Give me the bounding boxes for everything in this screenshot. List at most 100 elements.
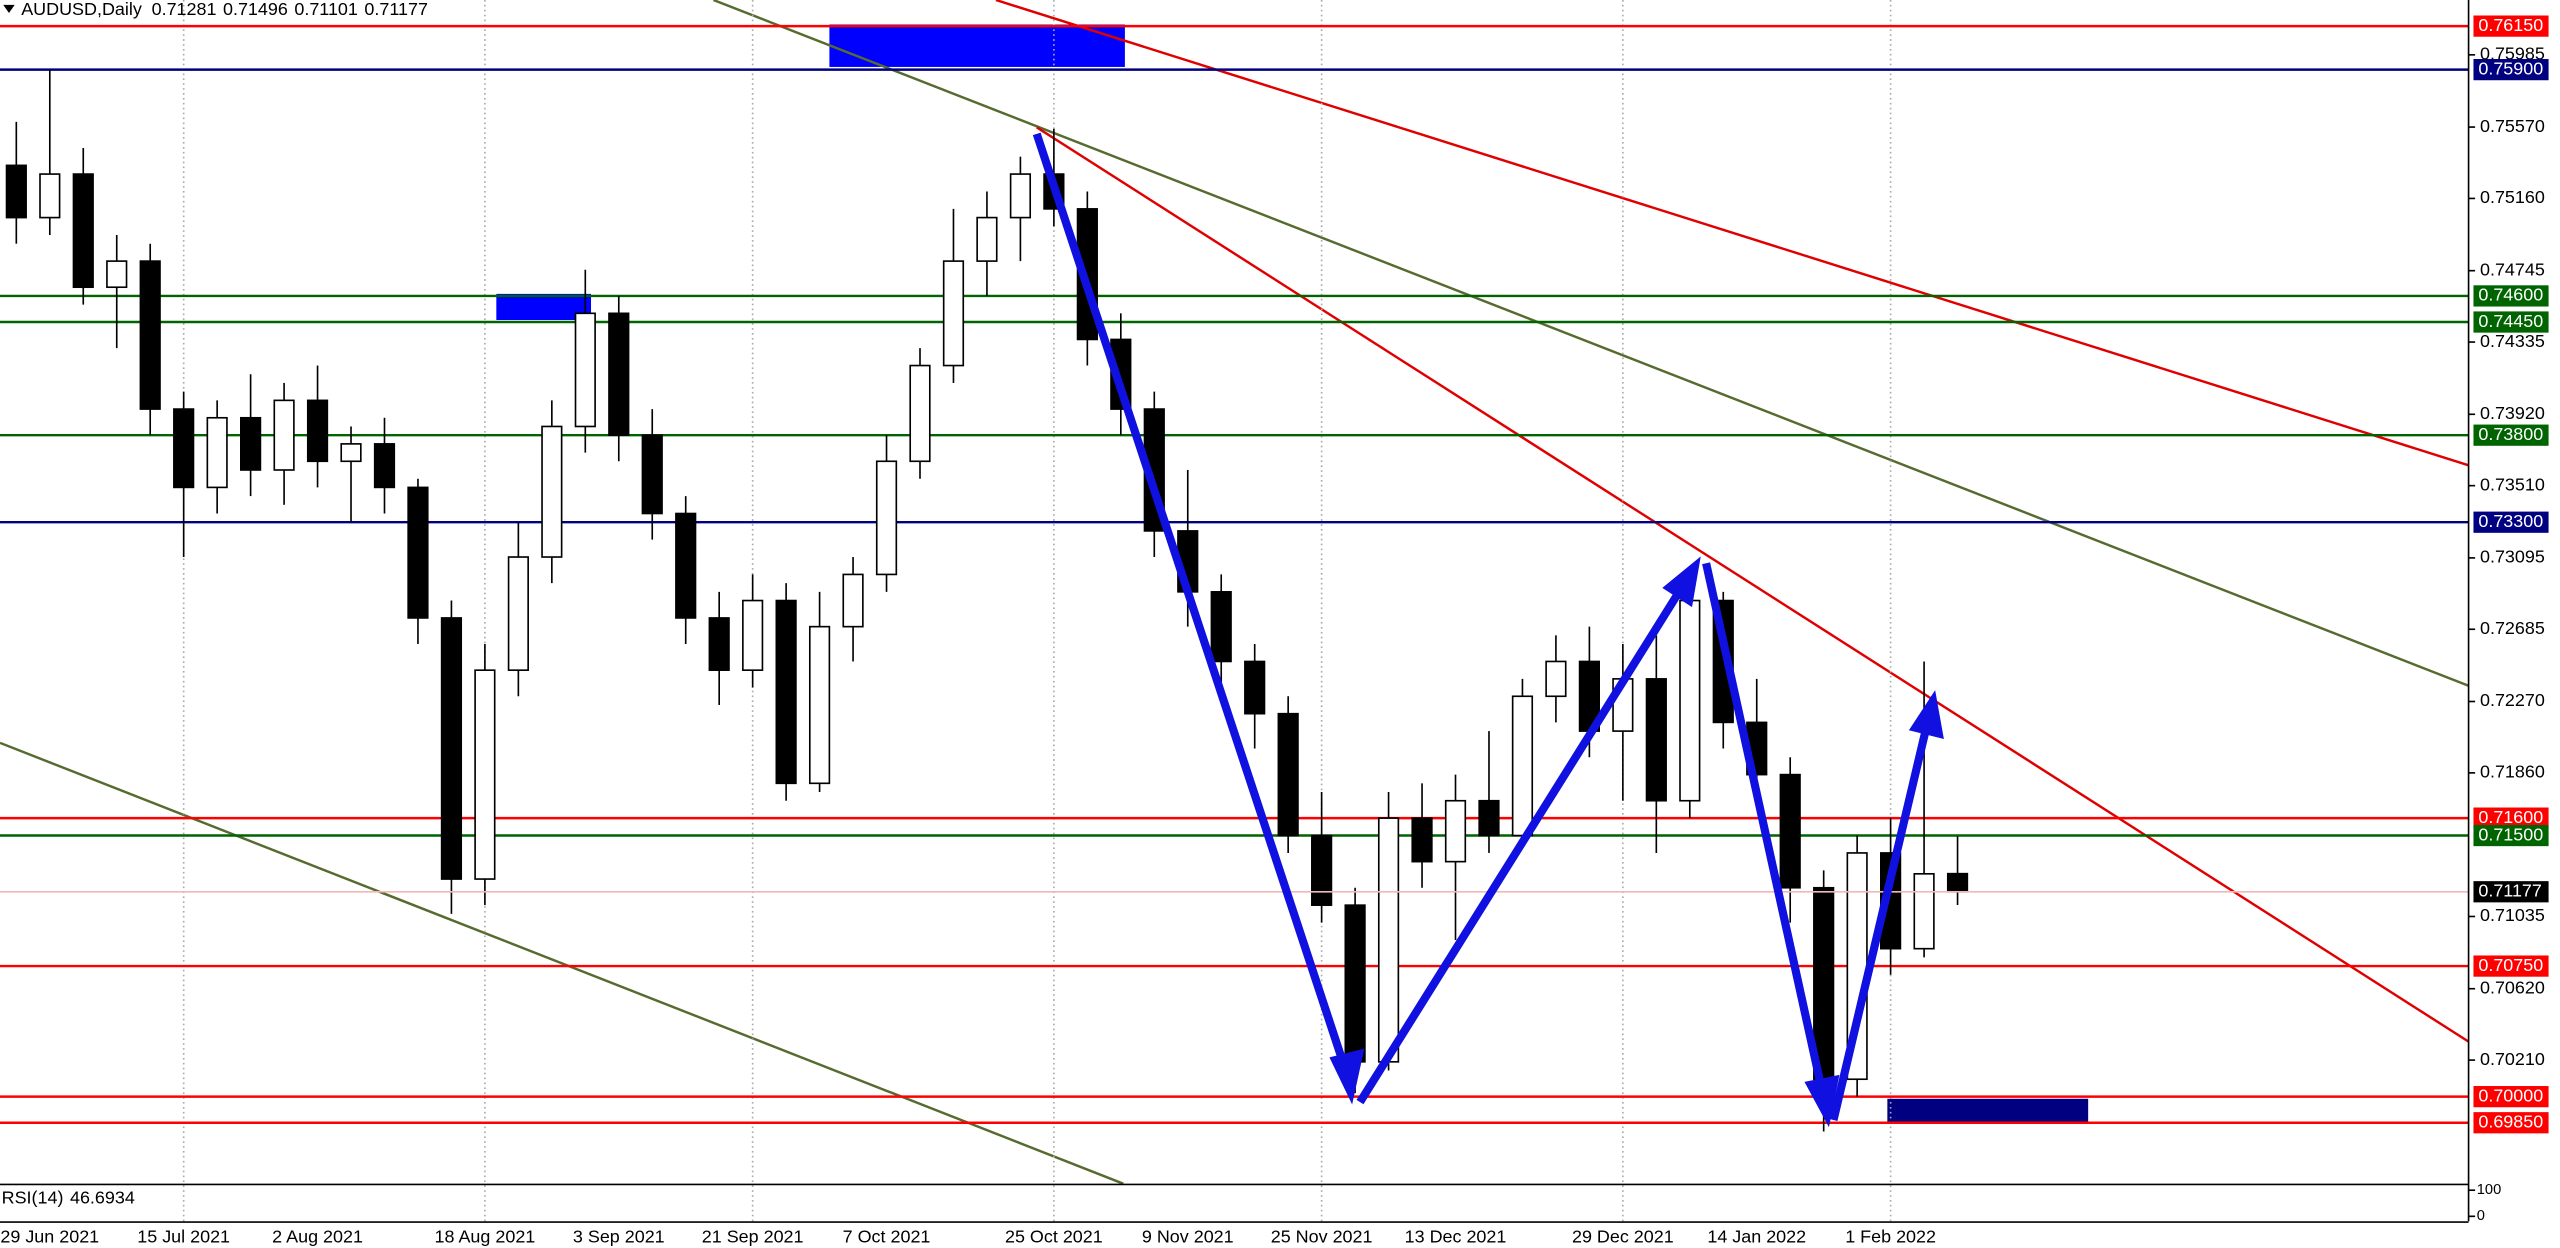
candle-body [1344,904,1366,1063]
y-tick-label: 0.75985 [2480,44,2545,64]
level-label-box [2473,1086,2549,1108]
current-price-box [2473,881,2549,903]
level-label-box [2473,1112,2549,1134]
x-tick-label: 18 Aug 2021 [435,1226,536,1246]
level-label-box [2473,807,2549,829]
arrow [1356,585,1686,1105]
level-label: 0.73800 [2478,424,2543,444]
level-label: 0.70000 [2478,1085,2543,1105]
rsi-tick-label: 0 [2477,1208,2485,1224]
x-tick-label: 7 Oct 2021 [843,1226,931,1246]
candle-body [775,599,797,785]
trend-line [713,0,2470,687]
x-tick-label: 25 Nov 2021 [1271,1226,1373,1246]
high: 0.71496 [223,0,288,19]
x-tick-label: 25 Oct 2021 [1005,1226,1103,1246]
candle-body [842,573,864,628]
candle-body [340,443,362,463]
symbol: AUDUSD,Daily [21,0,142,19]
level-label-box [2473,424,2549,446]
y-tick-label: 0.73920 [2480,403,2545,423]
candle-body [507,556,529,671]
candle-body [1377,817,1400,1063]
candle-body [808,625,831,785]
level-label-box [2473,824,2549,847]
x-tick-label: 29 Jun 2021 [0,1226,99,1246]
candle-body [1210,591,1232,663]
candle-body [1645,678,1667,802]
y-tick-label: 0.75570 [2480,116,2545,136]
zone-box [1887,1098,2089,1124]
candle-body [1511,695,1534,837]
candle-body [173,408,195,489]
candle-body [72,173,94,289]
y-tick-label: 0.74745 [2480,259,2545,279]
level-label-box [2473,15,2549,37]
x-tick-label: 21 Sep 2021 [702,1226,804,1246]
level-label: 0.74600 [2478,285,2543,305]
arrowhead [1908,690,1944,740]
candle-body [1444,799,1467,863]
x-tick-label: 1 Feb 2022 [1845,1226,1936,1246]
x-tick-label: 2 Aug 2021 [272,1226,363,1246]
x-tick-label: 29 Dec 2021 [1572,1226,1674,1246]
level-label: 0.73300 [2478,511,2543,531]
candle-body [541,425,563,558]
y-tick-label: 0.72685 [2480,618,2545,638]
y-tick-label: 0.70620 [2480,977,2545,997]
candle-body [206,416,228,489]
candle-body [240,416,262,471]
y-tick-label: 0.73510 [2480,474,2545,494]
y-tick-label: 0.70210 [2480,1049,2545,1069]
candle-body [1879,852,1902,950]
level-label: 0.71600 [2478,807,2543,827]
candle-body [708,617,730,671]
header: AUDUSD,Daily 0.71281 0.71496 0.71101 0.71177 [21,0,428,19]
level-label: 0.69850 [2478,1111,2543,1131]
x-tick-label: 14 Jan 2022 [1707,1226,1806,1246]
x-tick-label: 15 Jul 2021 [137,1226,230,1246]
arrow [1032,132,1350,1071]
trend-line [995,0,2469,467]
arrow [1829,725,1931,1121]
candle-body [1244,660,1266,715]
arrow [1702,562,1827,1092]
candle-body [608,312,630,436]
candle-body [1311,834,1333,906]
y-tick-label: 0.75160 [2480,187,2545,207]
arrowhead [1662,556,1701,608]
rsi-name: RSI(14) [2,1187,64,1207]
arrows [1032,132,1944,1128]
candle-body [574,312,596,428]
current-price-label: 0.71177 [2478,880,2542,900]
candle-body [373,443,396,489]
candle-body [106,260,128,289]
candle-body [407,486,429,619]
low: 0.71101 [294,0,358,19]
level-label: 0.75900 [2478,58,2543,78]
candle-body [39,173,61,219]
candle-body [5,164,27,219]
y-tick-label: 0.72270 [2480,690,2545,710]
candle-body [742,599,764,671]
candle-body [875,460,898,576]
candle-body [1913,873,1935,950]
close: 0.71177 [364,0,428,19]
candle-body [474,669,496,880]
level-label: 0.74450 [2478,311,2543,331]
candle-body [273,399,295,471]
candle-body [1478,799,1500,837]
candle-body [440,617,463,880]
level-label: 0.76150 [2478,15,2543,35]
level-label-box [2473,59,2549,81]
zone-box [829,24,1125,67]
candle-body [1009,173,1032,219]
candle-body [641,434,663,515]
y-tick-label: 0.71860 [2480,762,2545,782]
trend-line [0,741,1124,1185]
candle-body [1779,773,1801,889]
level-label: 0.70750 [2478,955,2543,975]
